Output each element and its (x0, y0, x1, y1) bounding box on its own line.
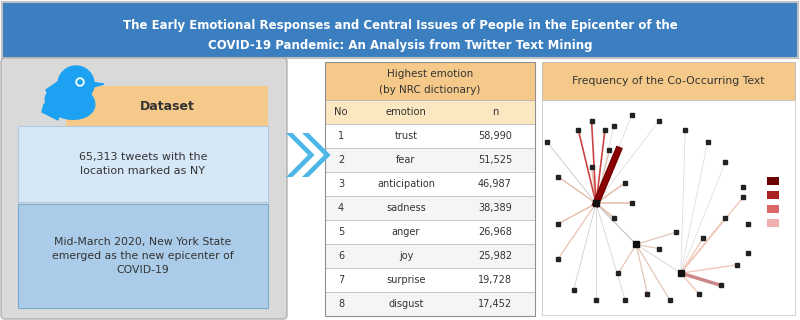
Text: 7: 7 (338, 275, 344, 285)
FancyBboxPatch shape (66, 86, 268, 126)
Text: 51,525: 51,525 (478, 155, 512, 165)
Text: 65,313 tweets with the
location marked as NY: 65,313 tweets with the location marked a… (78, 152, 207, 176)
Text: fear: fear (396, 155, 416, 165)
Text: Highest emotion: Highest emotion (387, 69, 473, 79)
Text: 4: 4 (338, 203, 344, 213)
Text: Mid-March 2020, New York State
emerged as the new epicenter of
COVID-19: Mid-March 2020, New York State emerged a… (52, 237, 234, 275)
FancyBboxPatch shape (1, 58, 287, 319)
Text: 3: 3 (338, 179, 344, 189)
FancyBboxPatch shape (325, 220, 535, 244)
FancyBboxPatch shape (325, 172, 535, 196)
Text: anticipation: anticipation (377, 179, 435, 189)
Text: 46,987: 46,987 (478, 179, 512, 189)
FancyBboxPatch shape (325, 268, 535, 292)
Text: The Early Emotional Responses and Central Issues of People in the Epicenter of t: The Early Emotional Responses and Centra… (122, 19, 678, 31)
Text: disgust: disgust (388, 299, 424, 309)
FancyBboxPatch shape (767, 177, 779, 185)
Circle shape (58, 66, 94, 102)
Text: n: n (492, 107, 498, 117)
Text: Dataset: Dataset (139, 100, 194, 113)
FancyBboxPatch shape (18, 204, 268, 308)
Text: trust: trust (394, 131, 418, 141)
FancyBboxPatch shape (542, 62, 795, 100)
FancyBboxPatch shape (325, 148, 535, 172)
Polygon shape (42, 104, 60, 120)
Text: anger: anger (392, 227, 420, 237)
Text: sadness: sadness (386, 203, 426, 213)
Text: 6: 6 (338, 251, 344, 261)
FancyBboxPatch shape (18, 126, 268, 202)
Text: Frequency of the Co-Occurring Text: Frequency of the Co-Occurring Text (572, 76, 765, 86)
Polygon shape (90, 82, 104, 88)
FancyBboxPatch shape (767, 219, 779, 227)
Text: COVID-19 Pandemic: An Analysis from Twitter Text Mining: COVID-19 Pandemic: An Analysis from Twit… (208, 38, 592, 52)
Text: 2: 2 (338, 155, 344, 165)
Polygon shape (302, 133, 330, 177)
FancyBboxPatch shape (325, 62, 535, 100)
FancyBboxPatch shape (325, 196, 535, 220)
FancyBboxPatch shape (542, 100, 795, 315)
Text: 25,982: 25,982 (478, 251, 512, 261)
FancyBboxPatch shape (325, 292, 535, 316)
Polygon shape (286, 133, 314, 177)
Circle shape (76, 78, 84, 86)
Text: 8: 8 (338, 299, 344, 309)
FancyBboxPatch shape (325, 244, 535, 268)
Text: 1: 1 (338, 131, 344, 141)
FancyBboxPatch shape (767, 205, 779, 213)
Ellipse shape (46, 85, 94, 119)
Polygon shape (46, 76, 82, 106)
Text: emotion: emotion (386, 107, 426, 117)
FancyBboxPatch shape (767, 191, 779, 199)
Text: (by NRC dictionary): (by NRC dictionary) (379, 85, 481, 95)
Text: 17,452: 17,452 (478, 299, 512, 309)
Circle shape (78, 80, 82, 84)
Text: 26,968: 26,968 (478, 227, 512, 237)
Text: No: No (334, 107, 348, 117)
Text: surprise: surprise (386, 275, 426, 285)
Text: joy: joy (399, 251, 413, 261)
FancyBboxPatch shape (325, 100, 535, 124)
Text: 19,728: 19,728 (478, 275, 512, 285)
Text: 5: 5 (338, 227, 344, 237)
FancyBboxPatch shape (2, 2, 798, 58)
Text: 58,990: 58,990 (478, 131, 512, 141)
FancyBboxPatch shape (325, 124, 535, 148)
Text: 38,389: 38,389 (478, 203, 512, 213)
